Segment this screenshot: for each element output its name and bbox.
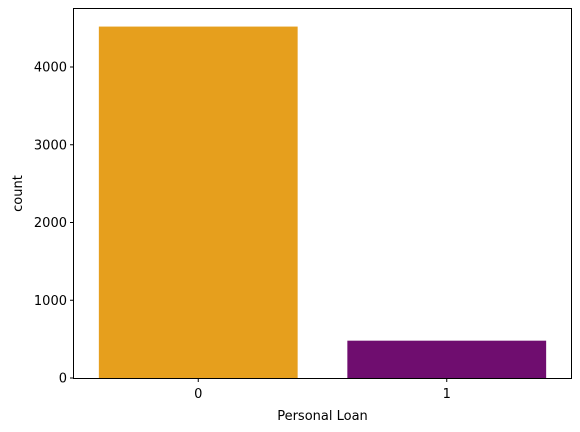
- x-tick-label-0: 0: [194, 387, 202, 402]
- plot-frame: [73, 8, 572, 379]
- bar-0: [98, 26, 298, 378]
- y-tick-label-4000: 4000: [34, 61, 67, 76]
- y-axis-label: count: [11, 175, 26, 212]
- x-tick-label-1: 1: [443, 387, 451, 402]
- bars-group: [98, 26, 547, 378]
- y-tick-label-2000: 2000: [34, 216, 67, 231]
- y-axis-ticks: 0 1000 2000 3000 4000: [34, 61, 74, 387]
- bar-1: [347, 340, 547, 378]
- x-axis-label: Personal Loan: [277, 409, 368, 424]
- y-tick-label-0: 0: [59, 372, 67, 387]
- y-tick-label-1000: 1000: [34, 294, 67, 309]
- y-tick-label-3000: 3000: [34, 138, 67, 153]
